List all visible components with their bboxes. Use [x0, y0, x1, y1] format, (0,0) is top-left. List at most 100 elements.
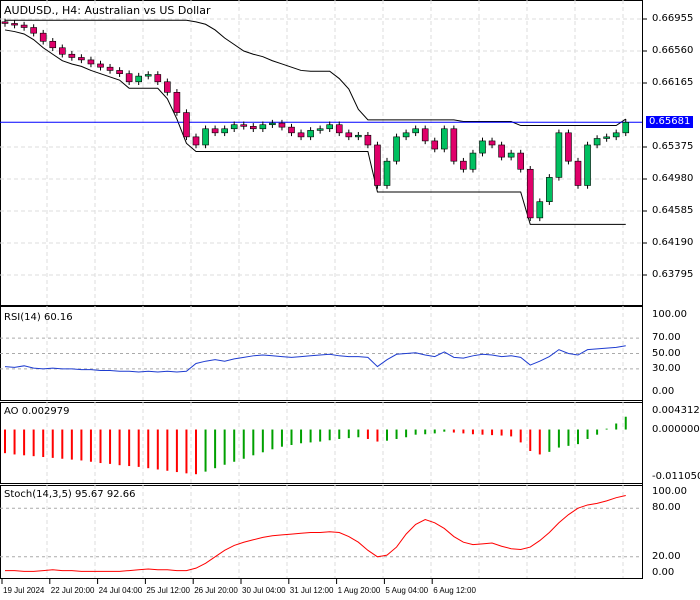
rsi-axis-label: 0.00: [652, 386, 675, 397]
time-axis-label: 24 Jul 04:00: [98, 586, 143, 595]
candle: [498, 144, 505, 158]
candle: [68, 53, 76, 58]
candle: [316, 128, 324, 131]
candle: [116, 70, 123, 74]
candle: [250, 126, 257, 130]
candle: [144, 74, 152, 77]
time-axis-label: 6 Aug 12:00: [433, 586, 476, 595]
candle: [278, 122, 286, 128]
rsi-axis-label: 50.00: [652, 347, 681, 359]
candle: [11, 23, 18, 26]
candle: [450, 128, 458, 162]
candle: [431, 140, 439, 150]
candle: [297, 132, 305, 138]
candle: [87, 59, 95, 65]
candle: [546, 177, 553, 202]
candle: [603, 136, 610, 139]
price-axis-label: 0.64190: [652, 237, 694, 248]
candle: [593, 138, 601, 146]
time-axis-label: 26 Jul 20:00: [194, 586, 238, 595]
stoch-line: [5, 495, 626, 572]
candle: [125, 73, 133, 83]
candle: [612, 132, 620, 138]
time-axis-label: 5 Aug 04:00: [385, 586, 429, 595]
price-axis-label: 0.63795: [652, 269, 694, 280]
candle: [269, 122, 276, 126]
ao-axis-label: 0.000000: [652, 423, 700, 435]
candle: [30, 27, 37, 34]
candle: [335, 124, 343, 134]
candle: [374, 144, 381, 186]
time-axis-label: 22 Jul 20:00: [50, 586, 95, 595]
candle: [20, 24, 28, 28]
candle: [421, 128, 429, 142]
candle: [460, 160, 467, 170]
time-axis-label: 31 Jul 12:00: [289, 586, 334, 595]
candle: [412, 128, 419, 134]
candle: [469, 152, 477, 170]
candle: [49, 40, 57, 49]
candle: [259, 124, 267, 130]
time-axis-label: 1 Aug 20:00: [337, 586, 381, 595]
price-axis-label: 0.66560: [652, 45, 694, 56]
channel-upper-line: [5, 19, 627, 127]
candle: [364, 134, 372, 146]
stoch-label: Stoch(14,3,5) 95.67 92.66: [4, 489, 136, 500]
time-axis-label: 19 Jul 2024: [3, 586, 45, 595]
stoch-axis-label: 20.00: [652, 550, 681, 562]
candle: [479, 140, 486, 154]
ao-axis-label: -0.011050: [652, 471, 700, 482]
candle: [164, 81, 171, 93]
rsi-label: RSI(14) 60.16: [4, 312, 73, 323]
candle: [1, 21, 9, 24]
candle: [355, 134, 362, 138]
candle: [202, 128, 209, 146]
candle: [183, 112, 190, 138]
candle: [383, 160, 391, 186]
rsi-axis-label: 70.00: [652, 332, 681, 344]
candle: [555, 132, 563, 178]
candle: [58, 47, 66, 55]
ao-axis-label: 0.004312: [652, 405, 700, 416]
candle: [78, 57, 85, 61]
candle: [393, 136, 400, 162]
candle: [154, 74, 162, 83]
candle: [288, 126, 295, 134]
candle: [488, 140, 496, 146]
chart-title: AUDUSD., H4: Australian vs US Dollar: [4, 4, 211, 17]
stoch-axis-label: 0.00: [652, 567, 675, 578]
candle: [135, 75, 142, 83]
candle: [211, 128, 219, 134]
candle: [565, 132, 572, 162]
candle: [97, 63, 104, 68]
candle: [574, 160, 582, 186]
candle: [240, 124, 248, 127]
time-axis-label: 30 Jul 04:00: [242, 586, 286, 595]
candle: [173, 92, 181, 113]
candle: [307, 130, 314, 138]
price-axis-label: 0.66955: [652, 13, 694, 24]
price-axis-label: 0.66165: [652, 77, 694, 88]
rsi-axis-label: 100.00: [652, 309, 687, 320]
time-axis-label: 25 Jul 12:00: [146, 586, 190, 595]
candle: [536, 201, 544, 219]
candle: [507, 152, 515, 158]
candle: [106, 66, 114, 71]
candle: [326, 124, 334, 130]
candle: [440, 128, 448, 150]
price-axis-label: 0.64585: [652, 205, 694, 216]
ao-label: AO 0.002979: [4, 406, 70, 417]
candle: [517, 152, 525, 170]
price-axis-label: 0.65375: [652, 141, 694, 152]
rsi-line: [4, 345, 626, 373]
candle: [39, 32, 47, 42]
candle: [526, 168, 534, 219]
rsi-axis-label: 30.00: [652, 362, 681, 374]
candle: [584, 144, 591, 186]
candle: [622, 121, 630, 134]
current-price-tag: 0.65681: [646, 116, 694, 128]
candle: [230, 124, 238, 130]
price-axis-label: 0.64980: [652, 173, 694, 184]
